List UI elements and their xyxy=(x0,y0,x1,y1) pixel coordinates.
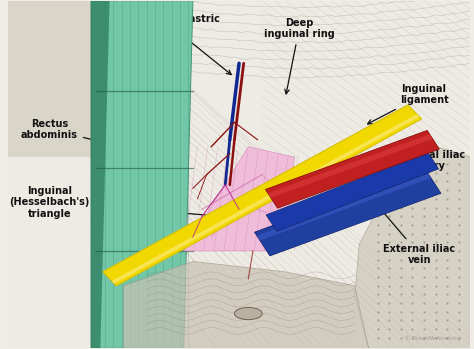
Text: External iliac
vein: External iliac vein xyxy=(381,209,456,265)
Text: Rectus
abdominis: Rectus abdominis xyxy=(21,119,161,157)
Text: © TeachMeAnatomy: © TeachMeAnatomy xyxy=(405,336,461,341)
Ellipse shape xyxy=(235,307,262,320)
Text: Inferior epigastric
vessels: Inferior epigastric vessels xyxy=(120,14,231,75)
Polygon shape xyxy=(257,173,431,240)
Polygon shape xyxy=(355,140,470,348)
Polygon shape xyxy=(100,1,193,348)
Text: Inguinal
(Hesselbach's)
triangle: Inguinal (Hesselbach's) triangle xyxy=(9,186,217,219)
Polygon shape xyxy=(111,114,419,284)
Polygon shape xyxy=(103,105,421,286)
Polygon shape xyxy=(91,1,193,348)
Polygon shape xyxy=(265,131,439,208)
Polygon shape xyxy=(8,1,91,157)
Polygon shape xyxy=(8,1,470,348)
Polygon shape xyxy=(268,134,433,198)
Text: Inguinal
ligament: Inguinal ligament xyxy=(368,84,448,124)
Polygon shape xyxy=(91,1,109,348)
Text: Deep
inguinal ring: Deep inguinal ring xyxy=(264,18,335,94)
Polygon shape xyxy=(123,261,369,348)
Text: External iliac
artery: External iliac artery xyxy=(382,150,465,171)
Polygon shape xyxy=(255,170,441,256)
Polygon shape xyxy=(266,152,439,231)
Polygon shape xyxy=(183,147,294,251)
